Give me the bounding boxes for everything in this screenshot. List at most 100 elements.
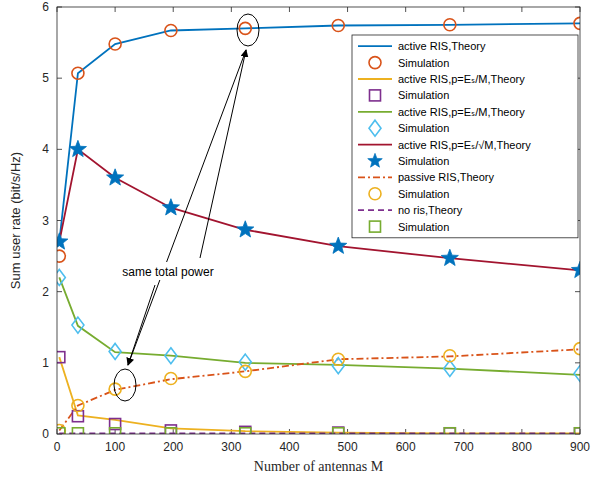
legend-label: active RIS,p=Eₛ/M,Theory bbox=[398, 106, 525, 118]
legend-line bbox=[358, 111, 392, 113]
series-line bbox=[59, 357, 580, 433]
sim-marker bbox=[109, 38, 121, 50]
sim-marker bbox=[239, 22, 251, 34]
x-tick-label: 900 bbox=[570, 440, 590, 454]
legend-marker bbox=[370, 90, 381, 101]
sim-marker bbox=[165, 24, 177, 36]
x-tick-top bbox=[115, 7, 116, 12]
sim-marker bbox=[162, 199, 179, 215]
sim-marker bbox=[575, 428, 581, 434]
x-tick-label: 300 bbox=[221, 440, 241, 454]
sim-marker bbox=[109, 343, 121, 359]
x-tick-label: 600 bbox=[396, 440, 416, 454]
legend-label: Simulation bbox=[398, 57, 449, 69]
legend: active RIS,Theory Simulation active RIS,p=… bbox=[352, 35, 578, 238]
sim-marker bbox=[571, 261, 580, 277]
sim-marker bbox=[165, 372, 177, 384]
sim-marker bbox=[57, 352, 65, 363]
legend-line bbox=[358, 45, 392, 47]
y-tick bbox=[57, 291, 62, 292]
x-tick-label: 200 bbox=[163, 440, 183, 454]
x-tick-top bbox=[289, 7, 290, 12]
sim-marker bbox=[72, 400, 84, 412]
legend-label: Simulation bbox=[398, 89, 449, 101]
x-tick-top bbox=[521, 7, 522, 12]
x-tick-label: 700 bbox=[454, 440, 474, 454]
annotation-ellipse bbox=[114, 369, 136, 401]
y-tick-label: 4 bbox=[42, 142, 49, 156]
y-tick-label: 3 bbox=[42, 214, 49, 228]
legend-label: active RIS,p=Eₛ/M,Theory bbox=[398, 73, 525, 85]
sim-marker bbox=[237, 221, 254, 237]
sim-marker bbox=[574, 17, 580, 29]
y-tick-right bbox=[575, 291, 580, 292]
legend-line bbox=[358, 209, 392, 211]
plot-area bbox=[57, 17, 580, 434]
x-tick-label: 800 bbox=[512, 440, 532, 454]
series-line bbox=[59, 23, 580, 241]
sim-marker bbox=[69, 140, 86, 156]
x-tick-label: 500 bbox=[338, 440, 358, 454]
annotation-ellipse bbox=[237, 14, 259, 46]
legend-line bbox=[358, 176, 392, 178]
sim-marker bbox=[72, 317, 84, 333]
sim-marker bbox=[165, 428, 176, 434]
sim-marker bbox=[574, 366, 580, 382]
annotation: same total power bbox=[108, 14, 259, 401]
legend-marker bbox=[370, 221, 381, 232]
legend-label: active RIS,p=Eₛ/√M,Theory bbox=[398, 139, 531, 151]
chart: 01002003004005006007008009000123456Numbe… bbox=[0, 0, 594, 478]
legend-label: Simulation bbox=[398, 188, 449, 200]
sim-marker bbox=[110, 428, 121, 434]
legend-marker bbox=[369, 120, 381, 136]
legend-label: Simulation bbox=[398, 221, 449, 233]
sim-marker bbox=[57, 269, 65, 285]
sim-marker bbox=[444, 361, 456, 377]
x-axis-label: Number of antennas M bbox=[254, 459, 384, 474]
sim-marker bbox=[333, 428, 344, 434]
series-line bbox=[59, 277, 580, 375]
sim-marker bbox=[332, 353, 344, 365]
series-line bbox=[59, 349, 580, 430]
sim-marker bbox=[444, 428, 455, 434]
legend-line bbox=[358, 78, 392, 80]
legend-marker bbox=[369, 57, 381, 69]
sim-marker bbox=[575, 428, 581, 434]
x-tick-top bbox=[231, 7, 232, 12]
sim-marker bbox=[239, 365, 251, 377]
sim-marker bbox=[107, 169, 124, 185]
y-tick bbox=[57, 149, 62, 150]
y-tick-label: 2 bbox=[42, 285, 49, 299]
sim-marker bbox=[330, 237, 347, 253]
sim-marker bbox=[444, 19, 456, 31]
plot-bg bbox=[57, 7, 580, 434]
y-tick-label: 1 bbox=[42, 356, 49, 370]
sim-marker bbox=[57, 233, 68, 249]
x-tick-label: 400 bbox=[279, 440, 299, 454]
sim-marker bbox=[165, 348, 177, 364]
x-tick-top bbox=[347, 7, 348, 12]
sim-marker bbox=[441, 249, 458, 265]
legend-label: Simulation bbox=[398, 122, 449, 134]
x-tick-top bbox=[405, 7, 406, 12]
legend-marker bbox=[368, 153, 383, 167]
y-axis-label: Sum user rate (bit/s/Hz) bbox=[8, 152, 23, 289]
legend-label: active RIS,Theory bbox=[398, 40, 486, 52]
y-tick-right bbox=[575, 362, 580, 363]
sim-marker bbox=[72, 67, 84, 79]
sim-marker bbox=[57, 428, 65, 434]
sim-marker bbox=[72, 411, 83, 422]
legend-box bbox=[352, 35, 578, 238]
x-tick-top bbox=[463, 7, 464, 12]
annotation-arrow-shaft bbox=[128, 50, 246, 365]
sim-marker bbox=[72, 428, 83, 434]
legend-line bbox=[358, 144, 392, 146]
y-tick-label: 0 bbox=[42, 427, 49, 441]
sim-marker bbox=[333, 427, 344, 434]
sim-marker bbox=[240, 428, 251, 434]
sim-marker bbox=[444, 350, 456, 362]
legend-label: Simulation bbox=[398, 155, 449, 167]
annotation-bg bbox=[108, 262, 228, 280]
annotation-text: same total power bbox=[122, 265, 213, 279]
y-tick-label: 5 bbox=[42, 71, 49, 85]
